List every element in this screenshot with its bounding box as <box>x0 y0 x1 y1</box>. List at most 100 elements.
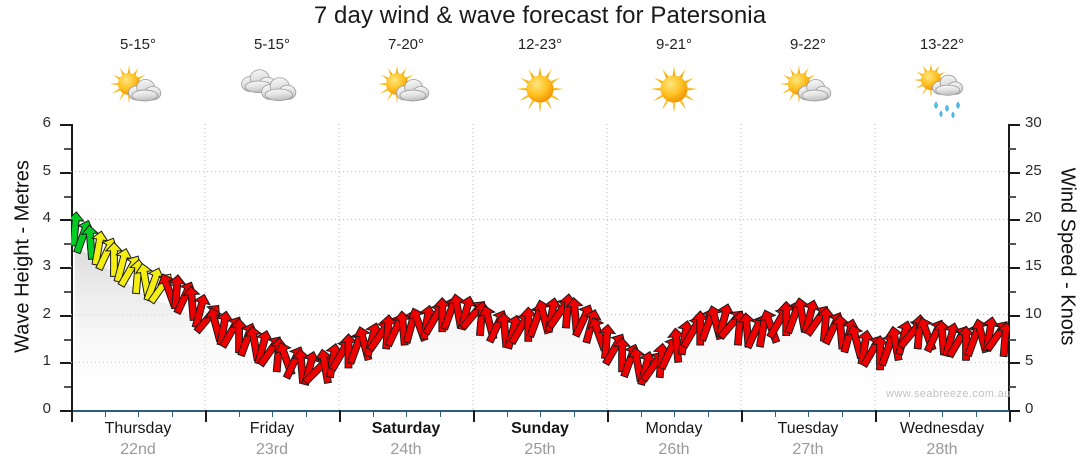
axis-tick <box>64 148 71 150</box>
day-date: 22nd <box>71 439 205 460</box>
day-temp-range: 9-21° <box>607 36 741 54</box>
axis-tick <box>1009 267 1020 269</box>
day-date: 25th <box>473 439 607 460</box>
day-date: 26th <box>607 439 741 460</box>
right-axis-tick-label: 20 <box>1025 209 1051 226</box>
axis-tick <box>60 267 71 269</box>
day-date: 23rd <box>205 439 339 460</box>
x-axis-minor-tick <box>775 410 776 417</box>
axis-tick <box>1009 362 1020 364</box>
x-axis-minor-tick <box>373 410 374 417</box>
day-name: Friday <box>205 418 339 439</box>
axis-tick <box>1009 315 1020 317</box>
x-axis-minor-tick <box>440 410 441 417</box>
axis-tick <box>64 243 71 245</box>
x-axis-minor-tick <box>507 410 508 417</box>
x-axis-minor-tick <box>272 410 273 417</box>
right-axis-tick-label: 0 <box>1025 400 1051 417</box>
day-header-friday: 5-15° <box>205 36 339 126</box>
left-axis-tick-label: 3 <box>25 257 51 274</box>
axis-tick <box>1009 148 1016 150</box>
day-header-sunday: 12-23° <box>473 36 607 126</box>
axis-tick <box>60 172 71 174</box>
day-date: 24th <box>339 439 473 460</box>
x-axis-minor-tick <box>842 410 843 417</box>
x-axis-minor-tick <box>909 410 910 417</box>
sun-cloud-rain-icon <box>875 56 1009 122</box>
left-axis-tick-label: 1 <box>25 352 51 369</box>
day-date: 27th <box>741 439 875 460</box>
x-axis-minor-tick <box>105 410 106 417</box>
day-label-sunday: Sunday 25th <box>473 418 607 460</box>
x-axis-minor-tick <box>641 410 642 417</box>
right-axis-tick-label: 25 <box>1025 162 1051 179</box>
right-axis-title: Wind Speed - Knots <box>1056 142 1079 372</box>
x-axis-minor-tick <box>406 410 407 417</box>
right-axis-tick-label: 15 <box>1025 257 1051 274</box>
axis-tick <box>60 124 71 126</box>
day-date: 28th <box>875 439 1009 460</box>
day-label-saturday: Saturday 24th <box>339 418 473 460</box>
sun-icon <box>473 56 607 122</box>
watermark: www.seabreeze.com.au <box>886 388 1011 400</box>
day-header-saturday: 7-20° <box>339 36 473 126</box>
day-name: Monday <box>607 418 741 439</box>
plot-area <box>71 124 1009 410</box>
day-header-thursday: 5-15° <box>71 36 205 126</box>
left-axis-tick-label: 5 <box>25 162 51 179</box>
left-axis-tick-label: 4 <box>25 209 51 226</box>
right-axis-tick-label: 10 <box>1025 305 1051 322</box>
day-temp-range: 12-23° <box>473 36 607 54</box>
page-title: 7 day wind & wave forecast for Patersoni… <box>0 2 1080 30</box>
day-name: Sunday <box>473 418 607 439</box>
axis-tick <box>1009 243 1016 245</box>
x-axis-minor-tick <box>239 410 240 417</box>
axis-tick <box>64 196 71 198</box>
left-axis-tick-label: 6 <box>25 114 51 131</box>
x-axis-minor-tick <box>976 410 977 417</box>
axis-tick <box>64 386 71 388</box>
day-temp-range: 13-22° <box>875 36 1009 54</box>
day-name: Thursday <box>71 418 205 439</box>
x-axis-minor-tick <box>674 410 675 417</box>
x-axis-minor-tick <box>942 410 943 417</box>
day-header-monday: 9-21° <box>607 36 741 126</box>
sun-icon <box>607 56 741 122</box>
axis-tick <box>1009 124 1020 126</box>
day-temp-range: 5-15° <box>205 36 339 54</box>
axis-tick <box>60 362 71 364</box>
axis-tick <box>1009 339 1016 341</box>
axis-tick <box>1009 196 1016 198</box>
x-axis-minor-tick <box>540 410 541 417</box>
x-axis-minor-tick <box>574 410 575 417</box>
day-label-tuesday: Tuesday 27th <box>741 418 875 460</box>
day-temp-range: 9-22° <box>741 36 875 54</box>
day-label-thursday: Thursday 22nd <box>71 418 205 460</box>
day-temp-range: 5-15° <box>71 36 205 54</box>
axis-tick <box>60 410 71 412</box>
axis-tick <box>1009 291 1016 293</box>
day-label-wednesday: Wednesday 28th <box>875 418 1009 460</box>
axis-tick <box>1009 172 1020 174</box>
axis-tick <box>1009 219 1020 221</box>
cloud-icon <box>205 56 339 122</box>
axis-tick <box>64 291 71 293</box>
axis-tick <box>64 339 71 341</box>
axis-tick <box>60 315 71 317</box>
x-axis-minor-tick <box>808 410 809 417</box>
x-axis-minor-tick <box>306 410 307 417</box>
right-axis-tick-label: 30 <box>1025 114 1051 131</box>
day-temp-range: 7-20° <box>339 36 473 54</box>
day-name: Tuesday <box>741 418 875 439</box>
left-axis-tick-label: 2 <box>25 305 51 322</box>
forecast-canvas <box>71 124 1009 410</box>
sun-cloud-icon <box>741 56 875 122</box>
day-name: Wednesday <box>875 418 1009 439</box>
sun-cloud-icon <box>71 56 205 122</box>
wind-wave-forecast-chart: 7 day wind & wave forecast for Patersoni… <box>0 0 1080 475</box>
sun-cloud-icon <box>339 56 473 122</box>
x-axis-minor-tick <box>708 410 709 417</box>
day-label-friday: Friday 23rd <box>205 418 339 460</box>
day-header-tuesday: 9-22° <box>741 36 875 126</box>
left-axis-tick-label: 0 <box>25 400 51 417</box>
